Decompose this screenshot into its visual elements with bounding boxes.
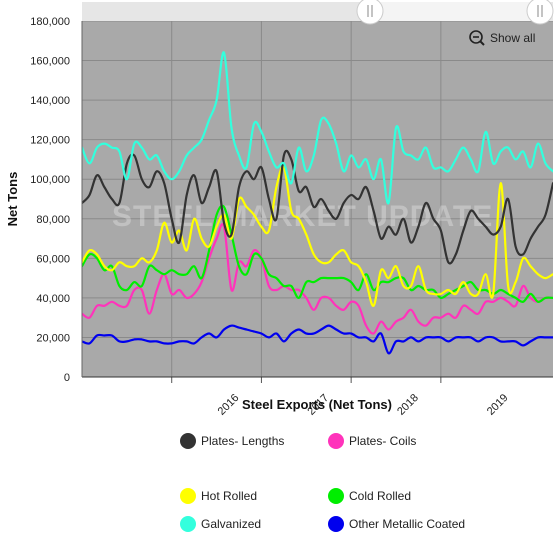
- legend-marker[interactable]: [180, 516, 196, 532]
- navigator-right-handle[interactable]: [526, 0, 554, 25]
- legend-item[interactable]: Cold Rolled: [328, 488, 411, 504]
- range-navigator[interactable]: [82, 0, 554, 25]
- y-tick-label: 0: [64, 372, 70, 384]
- legend-marker[interactable]: [328, 516, 344, 532]
- y-tick-label: 40,000: [36, 293, 70, 305]
- y-tick-label: 160,000: [30, 56, 70, 68]
- series-line-cold-rolled[interactable]: [82, 204, 553, 303]
- y-tick-label: 100,000: [30, 174, 70, 186]
- x-tick-label: 2016: [216, 392, 242, 418]
- x-axis-title: Steel Exports (Net Tons): [242, 397, 392, 412]
- legend-label[interactable]: Plates- Coils: [349, 434, 416, 448]
- x-tick-label: 2019: [485, 392, 511, 418]
- plot-area: [82, 21, 553, 377]
- legend-marker[interactable]: [180, 488, 196, 504]
- legend: Plates- Lengths Plates- Coils Hot Rolled Co…: [180, 433, 465, 532]
- legend-marker[interactable]: [180, 433, 196, 449]
- series-line-plates-lengths[interactable]: [82, 149, 553, 265]
- legend-label[interactable]: Galvanized: [201, 517, 261, 531]
- navigator-left-handle[interactable]: [356, 0, 384, 25]
- show-all-button[interactable]: Show all: [469, 30, 535, 46]
- legend-label[interactable]: Plates- Lengths: [201, 434, 284, 448]
- x-tick-label: 2018: [395, 392, 421, 418]
- legend-item[interactable]: Galvanized: [180, 516, 261, 532]
- legend-marker[interactable]: [328, 433, 344, 449]
- legend-label[interactable]: Other Metallic Coated: [349, 517, 465, 531]
- series-line-plates-coils[interactable]: [82, 223, 553, 335]
- zoom-out-icon[interactable]: [469, 30, 485, 46]
- legend-item[interactable]: Hot Rolled: [180, 488, 257, 504]
- legend-item[interactable]: Plates- Coils: [328, 433, 416, 449]
- legend-item[interactable]: Plates- Lengths: [180, 433, 284, 449]
- legend-label[interactable]: Hot Rolled: [201, 489, 257, 503]
- y-tick-label: 80,000: [36, 214, 70, 226]
- y-axis-ticks: 0 20,000 40,000 60,000 80,000 100,000 120,000 1…: [30, 16, 70, 384]
- y-tick-label: 180,000: [30, 16, 70, 28]
- series-line-hot-rolled[interactable]: [82, 165, 553, 307]
- y-tick-label: 140,000: [30, 95, 70, 107]
- legend-item[interactable]: Other Metallic Coated: [328, 516, 465, 532]
- y-tick-label: 120,000: [30, 135, 70, 147]
- series-line-galvanized[interactable]: [82, 51, 553, 205]
- y-tick-label: 20,000: [36, 332, 70, 344]
- series-line-other-metallic-coated[interactable]: [82, 324, 553, 355]
- show-all-label[interactable]: Show all: [490, 31, 535, 45]
- y-axis-title: Net Tons: [5, 172, 20, 227]
- legend-marker[interactable]: [328, 488, 344, 504]
- y-tick-label: 60,000: [36, 253, 70, 265]
- navigator-selection[interactable]: [370, 2, 540, 21]
- series-lines: [82, 51, 553, 355]
- legend-label[interactable]: Cold Rolled: [349, 489, 411, 503]
